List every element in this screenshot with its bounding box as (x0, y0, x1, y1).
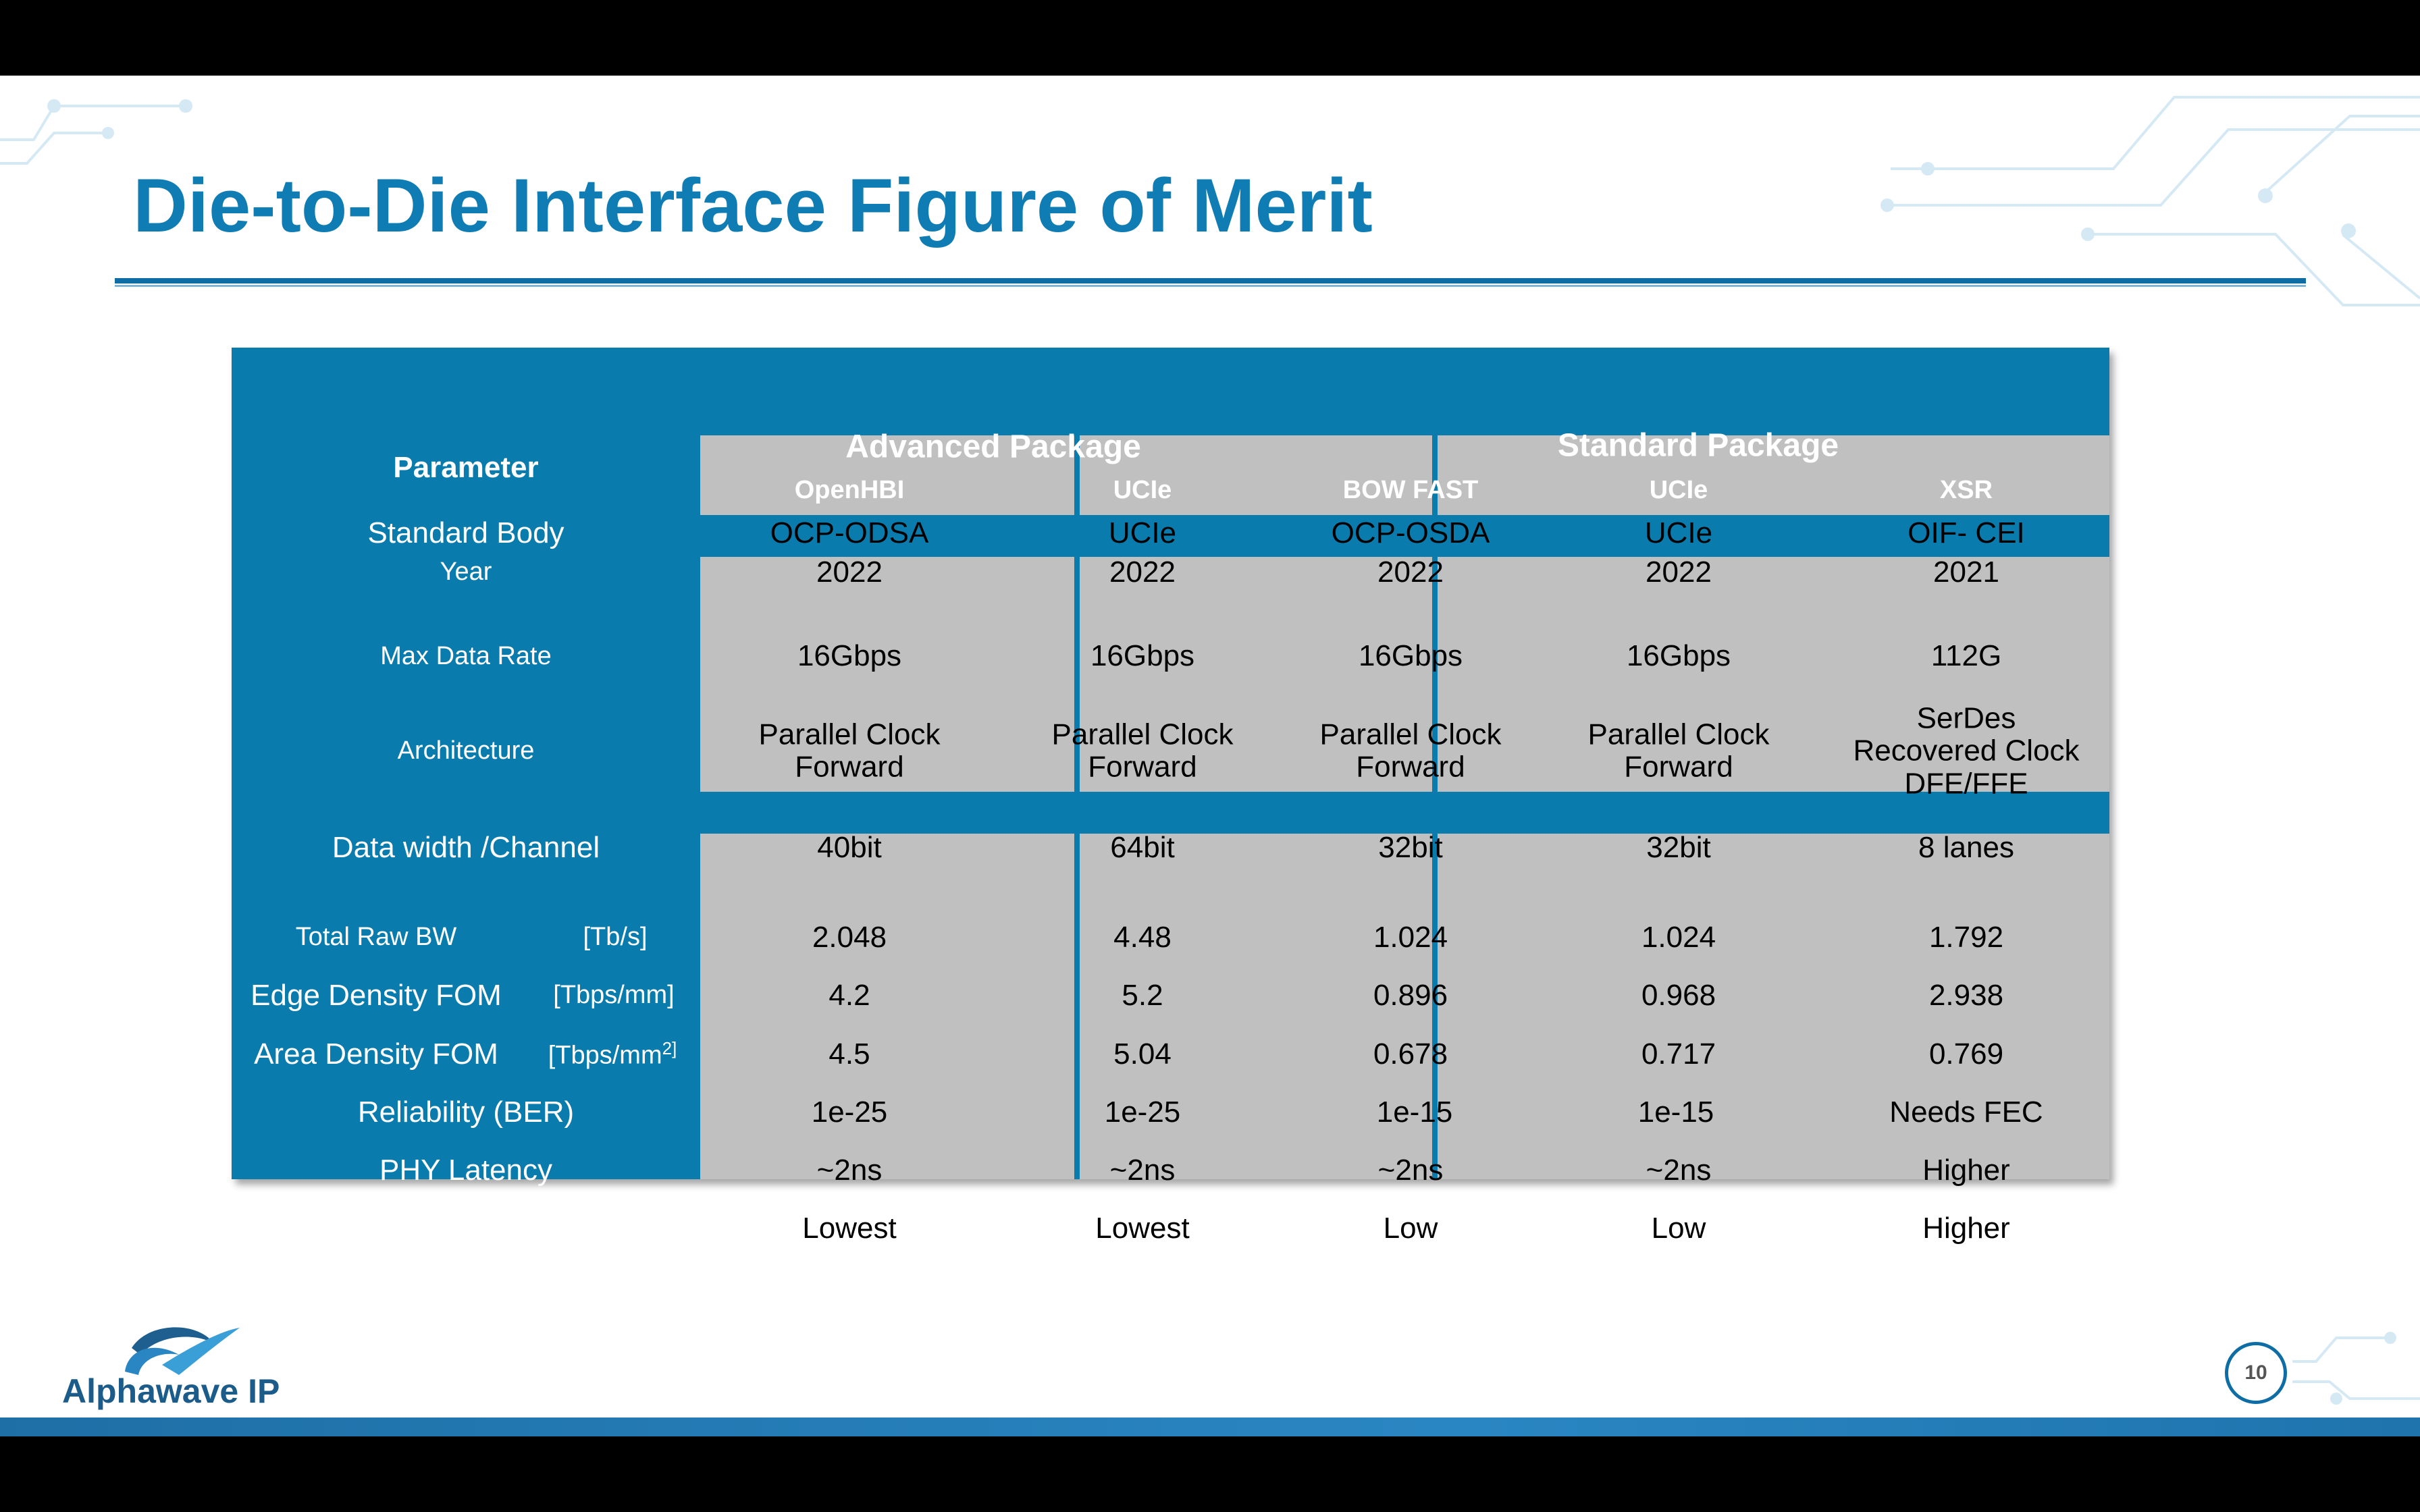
cell-block-r2-c2 (1080, 557, 1432, 792)
logo-text: Alphawave IP (62, 1372, 280, 1410)
cell-reliability-ucie-std: 1e-15 (1637, 1095, 1714, 1129)
cell-block-r2-c3 (1438, 557, 2109, 792)
cell-power-ucie-adv: Lowest (1095, 1211, 1190, 1245)
cell-area-density-ucie-std: 0.717 (1641, 1037, 1716, 1071)
cell-raw-bw-openhbi: 2.048 (812, 920, 887, 954)
cell-area-density-xsr: 0.769 (1928, 1037, 2004, 1071)
circuit-decoration (0, 96, 2420, 1405)
row-label-edge-density: Edge Density FOM (251, 978, 502, 1012)
cell-reliability-bow: 1e-15 (1376, 1095, 1453, 1129)
cell-architecture-openhbi: Parallel Clock Forward (758, 718, 941, 784)
cell-standard-body-ucie-std: UCIe (1644, 516, 1713, 549)
row-label-reliability: Reliability (BER) (357, 1095, 575, 1129)
cell-block-r2-c1 (700, 557, 1074, 792)
row-label-architecture: Architecture (397, 736, 535, 765)
slide: Die-to-Die Interface Figure of Merit Par… (0, 76, 2420, 1426)
title-underline-light (115, 285, 2306, 287)
column-header-bow-fast: BOW FAST (1342, 476, 1479, 505)
cell-power-bow: Low (1383, 1211, 1438, 1245)
cell-block-r1-c3 (1438, 435, 2109, 515)
cell-architecture-xsr: SerDes Recovered Clock DFE/FFE (1853, 701, 2080, 801)
cell-reliability-openhbi: 1e-25 (811, 1095, 888, 1129)
cell-area-density-openhbi: 4.5 (828, 1037, 870, 1071)
cell-architecture-ucie-std: Parallel Clock Forward (1587, 718, 1770, 784)
cell-year-ucie-adv: 2022 (1109, 555, 1176, 589)
cell-block-r3-c3 (1438, 834, 2109, 1179)
row-label-year: Year (440, 558, 492, 587)
cell-area-density-bow: 0.678 (1373, 1037, 1448, 1071)
column-header-ucie-standard: UCIe (1649, 476, 1708, 505)
alphawave-logo-icon (125, 1327, 240, 1375)
row-unit-area-density: [Tbps/mm2] (548, 1037, 677, 1070)
cell-max-rate-ucie-adv: 16Gbps (1090, 639, 1195, 672)
cell-raw-bw-ucie-adv: 4.48 (1113, 920, 1172, 954)
cell-block-r1-c2 (1080, 435, 1432, 515)
cell-data-width-ucie-adv: 64bit (1110, 830, 1175, 864)
cell-latency-ucie-std: ~2ns (1646, 1153, 1712, 1187)
cell-edge-density-ucie-std: 0.968 (1641, 978, 1716, 1012)
cell-year-xsr: 2021 (1933, 555, 1999, 589)
cell-max-rate-ucie-std: 16Gbps (1626, 639, 1731, 672)
cell-block-r1-c1 (700, 435, 1074, 515)
cell-power-openhbi: Lowest (802, 1211, 897, 1245)
row-label-area-density: Area Density FOM (254, 1037, 498, 1071)
title-underline (115, 278, 2306, 284)
cell-architecture-ucie-adv: Parallel Clock Forward (1051, 718, 1234, 784)
cell-data-width-ucie-std: 32bit (1646, 830, 1711, 864)
cell-reliability-xsr: Needs FEC (1889, 1095, 2043, 1129)
cell-latency-bow: ~2ns (1377, 1153, 1444, 1187)
fom-table: Parameter Advanced Package Standard Pack… (232, 348, 2109, 1245)
cell-standard-body-bow: OCP-OSDA (1331, 516, 1490, 549)
cell-max-rate-bow: 16Gbps (1358, 639, 1463, 672)
cell-latency-openhbi: ~2ns (816, 1153, 883, 1187)
page-number: 10 (2225, 1342, 2287, 1404)
slide-title: Die-to-Die Interface Figure of Merit (133, 163, 1373, 248)
column-header-ucie-advanced: UCIe (1113, 476, 1172, 505)
cell-max-rate-openhbi: 16Gbps (797, 639, 902, 672)
column-header-xsr: XSR (1939, 476, 1993, 505)
cell-year-ucie-std: 2022 (1646, 555, 1712, 589)
cell-standard-body-openhbi: OCP-ODSA (770, 516, 929, 549)
cell-latency-ucie-adv: ~2ns (1109, 1153, 1176, 1187)
cell-power-ucie-std: Low (1651, 1211, 1706, 1245)
cell-raw-bw-xsr: 1.792 (1928, 920, 2004, 954)
row-unit-edge-density: [Tbps/mm] (553, 981, 675, 1010)
cell-raw-bw-bow: 1.024 (1373, 920, 1448, 954)
cell-reliability-ucie-adv: 1e-25 (1104, 1095, 1181, 1129)
cell-edge-density-openhbi: 4.2 (828, 978, 870, 1012)
row-label-total-raw-bw: Total Raw BW (295, 923, 457, 952)
row-label-power-efficiency: Power Efficiency (356, 1211, 576, 1245)
cell-standard-body-ucie-adv: UCIe (1108, 516, 1177, 549)
cell-year-bow: 2022 (1377, 555, 1444, 589)
column-header-openhbi: OpenHBI (794, 476, 905, 505)
cell-edge-density-xsr: 2.938 (1928, 978, 2004, 1012)
cell-latency-xsr: Higher (1922, 1153, 2010, 1187)
cell-standard-body-xsr: OIF- CEI (1908, 516, 2025, 549)
cell-block-r3-c1 (700, 834, 1074, 1179)
header-parameter: Parameter (393, 450, 539, 484)
cell-power-xsr: Higher (1922, 1211, 2010, 1245)
cell-block-r3-c2 (1080, 834, 1432, 1179)
header-group-advanced: Advanced Package (845, 429, 1141, 465)
row-label-phy-latency: PHY Latency (379, 1153, 553, 1187)
cell-data-width-bow: 32bit (1378, 830, 1443, 864)
cell-data-width-xsr: 8 lanes (1918, 830, 2014, 864)
footer-band (0, 1418, 2420, 1436)
cell-raw-bw-ucie-std: 1.024 (1641, 920, 1716, 954)
cell-edge-density-ucie-adv: 5.2 (1122, 978, 1163, 1012)
cell-year-openhbi: 2022 (816, 555, 883, 589)
cell-area-density-ucie-adv: 5.04 (1113, 1037, 1172, 1071)
row-label-data-width: Data width /Channel (332, 830, 600, 864)
header-group-standard: Standard Package (1557, 427, 1839, 464)
cell-data-width-openhbi: 40bit (817, 830, 882, 864)
row-label-max-data-rate: Max Data Rate (380, 642, 552, 671)
cell-edge-density-bow: 0.896 (1373, 978, 1448, 1012)
row-unit-total-raw-bw: [Tb/s] (583, 923, 648, 952)
bottom-letterbox (0, 1436, 2420, 1512)
cell-max-rate-xsr: 112G (1930, 639, 2002, 672)
cell-architecture-bow: Parallel Clock Forward (1319, 718, 1502, 784)
row-label-standard-body: Standard Body (367, 516, 564, 549)
top-letterbox (0, 0, 2420, 76)
